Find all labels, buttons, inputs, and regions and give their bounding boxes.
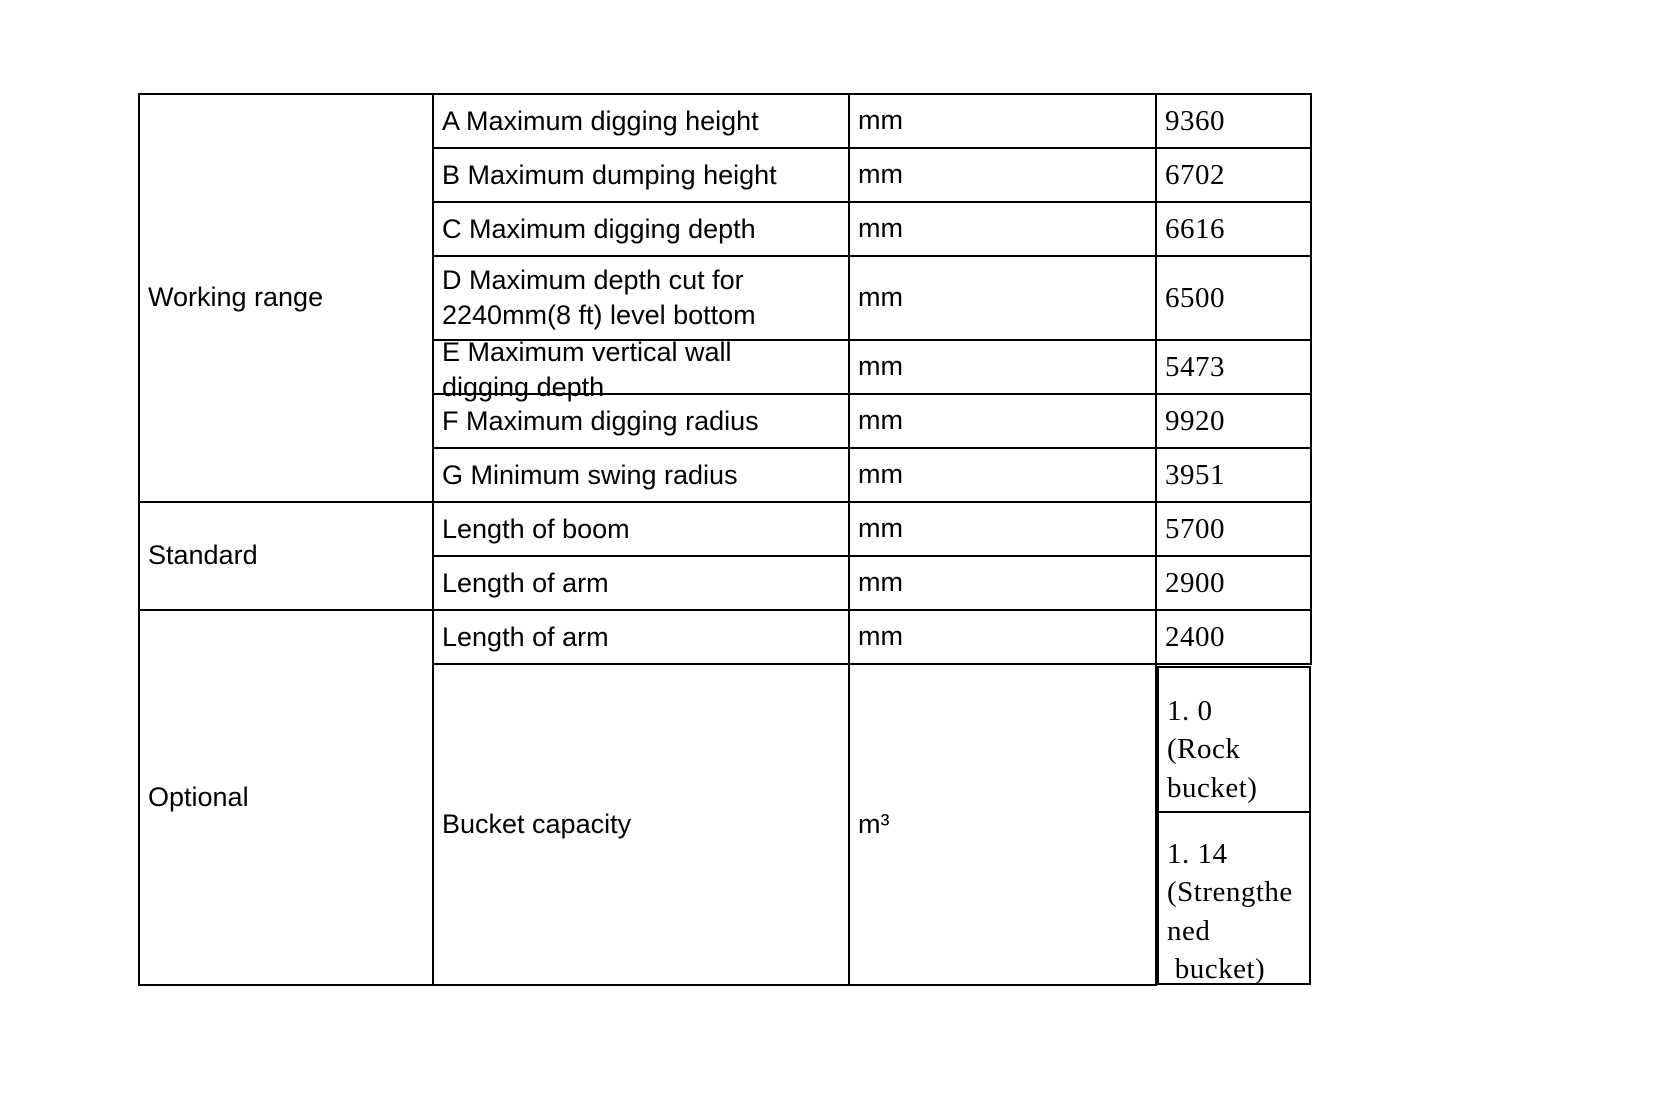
item-label: Length of arm [442, 567, 609, 598]
unit-label: mm [858, 567, 903, 598]
item-cell: D Maximum depth cut for 2240mm(8 ft) lev… [432, 255, 850, 341]
table-row: G Minimum swing radius mm 3951 [139, 447, 1312, 503]
item-cell: B Maximum dumping height [432, 147, 850, 203]
table-row: B Maximum dumping height mm 6702 [139, 147, 1312, 203]
unit-label: mm [858, 513, 903, 544]
unit-cell: mm [848, 447, 1157, 503]
value-cell: 6702 [1155, 147, 1312, 203]
table-row: Optional Length of arm mm 2400 [138, 609, 1312, 986]
group-cell-standard: Standard [138, 501, 434, 611]
value-subrow-rock-bucket: 1. 0 (Rock bucket) [1157, 665, 1311, 813]
table-row: F Maximum digging radius mm 9920 [139, 393, 1312, 449]
item-cell: Length of arm [432, 609, 850, 665]
unit-label: mm [858, 105, 903, 136]
unit-label: mm [858, 213, 903, 244]
item-cell: C Maximum digging depth [432, 201, 850, 257]
item-cell: Bucket capacity [432, 663, 850, 986]
item-label-line1: E Maximum vertical wall [442, 337, 732, 367]
item-label-line2: digging depth [442, 371, 605, 402]
item-label: Bucket capacity [442, 809, 632, 840]
unit-label: mm [858, 405, 903, 436]
unit-cell: mm [848, 147, 1157, 203]
table-row-bucket-capacity: Bucket capacity m³ 1. 0 (Rock bucket) 1.… [139, 663, 1311, 986]
unit-cell: mm [848, 393, 1157, 449]
value-cell: 2900 [1155, 555, 1312, 611]
value-label: 2900 [1165, 566, 1225, 599]
item-label: Length of boom [442, 513, 630, 544]
value-label: 5473 [1165, 350, 1225, 383]
unit-cell: m³ [848, 663, 1157, 986]
item-cell: G Minimum swing radius [432, 447, 850, 503]
group-cell-working-range: Working range [138, 93, 434, 503]
unit-label: mm [858, 351, 903, 382]
item-cell: Length of arm [432, 555, 850, 611]
table-row: D Maximum depth cut for 2240mm(8 ft) lev… [139, 255, 1312, 341]
item-cell: F Maximum digging radius [432, 393, 850, 449]
group-label-working-range: Working range [148, 282, 324, 313]
group-label-standard: Standard [148, 540, 258, 571]
item-label: A Maximum digging height [442, 105, 759, 136]
value-cell-split: 1. 0 (Rock bucket) 1. 14 (Strengthe ned … [1156, 664, 1311, 985]
unit-label: mm [858, 159, 903, 190]
value-label: 1. 0 (Rock bucket) [1167, 694, 1258, 804]
value-cell: 2400 [1155, 609, 1312, 665]
value-cell: 9920 [1155, 393, 1312, 449]
unit-cell: mm [848, 201, 1157, 257]
value-label: 6500 [1165, 281, 1225, 314]
item-label: C Maximum digging depth [442, 213, 756, 244]
group-cell-optional: Optional [138, 609, 434, 986]
item-label: E Maximum vertical wall digging depth [442, 335, 842, 404]
value-label: 1. 14 (Strengthe ned bucket) [1167, 837, 1293, 986]
unit-cell: mm [848, 255, 1157, 341]
item-cell: A Maximum digging height [432, 93, 850, 149]
item-label: B Maximum dumping height [442, 159, 777, 190]
item-cell-overflowing: E Maximum vertical wall digging depth [432, 337, 850, 402]
value-subrow-list: 1. 0 (Rock bucket) 1. 14 (Strengthe ned … [1157, 665, 1311, 985]
table-row: Standard Length of boom mm 5700 [138, 501, 1312, 611]
unit-cell: mm [848, 339, 1157, 395]
value-cell: 3951 [1155, 447, 1312, 503]
item-label: Length of arm [442, 621, 609, 652]
unit-label: mm [858, 459, 903, 490]
unit-cell: mm [848, 555, 1157, 611]
item-label-line2: 2240mm(8 ft) level bottom [442, 300, 756, 330]
table-row: Working range A Maximum digging height m… [138, 93, 1312, 503]
value-label: 9920 [1165, 404, 1225, 437]
value-cell: 9360 [1155, 93, 1312, 149]
unit-cell: mm [848, 609, 1157, 665]
unit-cell: mm [848, 93, 1157, 149]
item-label: D Maximum depth cut for 2240mm(8 ft) lev… [434, 263, 848, 332]
unit-label: mm [858, 621, 903, 652]
specification-table: Working range A Maximum digging height m… [138, 93, 1312, 986]
item-cell: Length of boom [432, 501, 850, 557]
value-cell: 6616 [1155, 201, 1312, 257]
item-label-line1: D Maximum depth cut for [442, 265, 744, 296]
group-label-optional: Optional [148, 781, 249, 812]
unit-label: mm [858, 282, 903, 313]
value-label: 5700 [1165, 512, 1225, 545]
value-label: 3951 [1165, 458, 1225, 491]
value-label: 6702 [1165, 158, 1225, 191]
value-cell: 5473 [1155, 339, 1312, 395]
unit-label: m³ [858, 808, 890, 839]
value-label: 9360 [1165, 104, 1225, 137]
value-cell: 6500 [1155, 255, 1312, 341]
unit-cell: mm [848, 501, 1157, 557]
table-row: E Maximum vertical wall digging depth mm… [139, 337, 1312, 402]
item-label: G Minimum swing radius [442, 459, 738, 490]
table-row: Length of arm mm 2900 [139, 555, 1312, 611]
value-cell: 5700 [1155, 501, 1312, 557]
value-label: 2400 [1165, 620, 1225, 653]
item-label: F Maximum digging radius [442, 405, 759, 436]
value-subrow-strengthened-bucket: 1. 14 (Strengthe ned bucket) [1157, 812, 1311, 985]
table-row: C Maximum digging depth mm 6616 [139, 201, 1312, 257]
value-label: 6616 [1165, 212, 1225, 245]
